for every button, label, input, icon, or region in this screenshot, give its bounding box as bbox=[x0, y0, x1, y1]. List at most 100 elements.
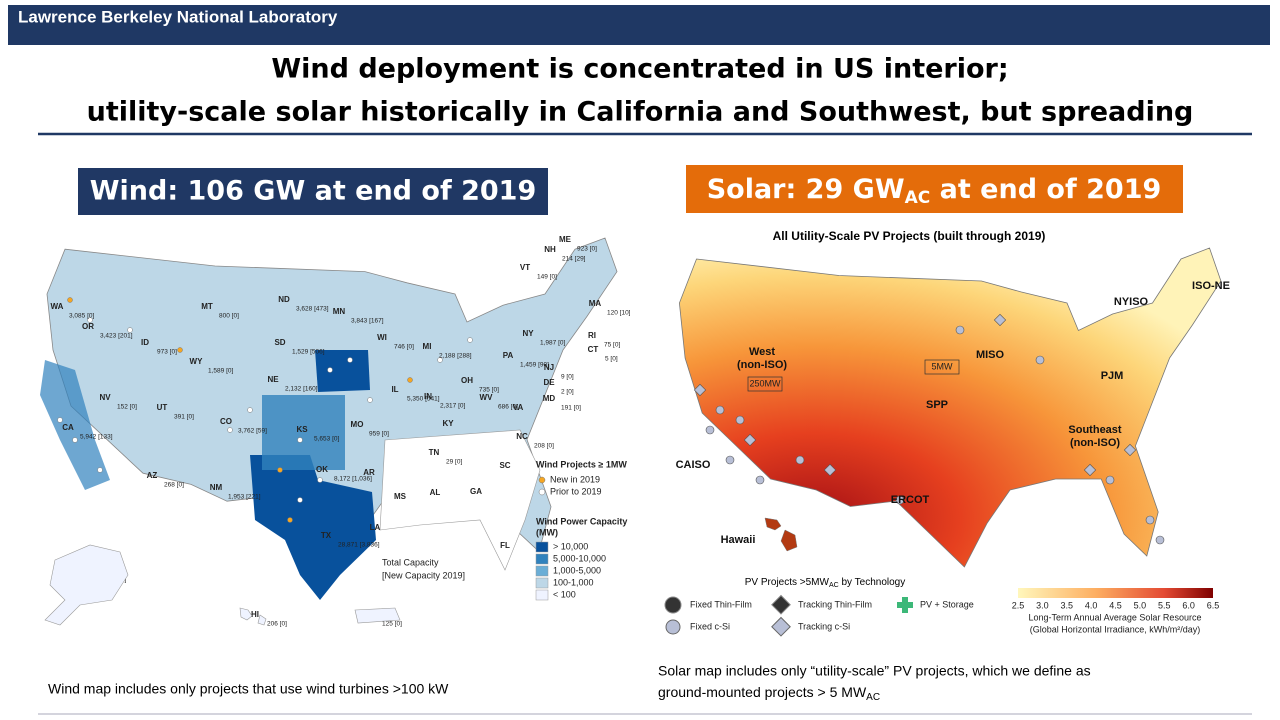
state-capacity: 1,987 [0] bbox=[540, 340, 565, 347]
state-capacity: 191 [0] bbox=[561, 405, 581, 412]
state-label: WY bbox=[190, 357, 204, 366]
state-capacity: 923 [0] bbox=[577, 246, 597, 253]
total-note: Total Capacity bbox=[382, 557, 439, 567]
region-label: SPP bbox=[926, 399, 948, 411]
project-marker bbox=[993, 313, 1007, 327]
state-label: OK bbox=[316, 465, 328, 474]
state-label: MI bbox=[423, 342, 432, 351]
state-capacity: 1,953 [221] bbox=[228, 494, 261, 501]
wind-footnote: Wind map includes only projects that use… bbox=[48, 681, 449, 697]
legend-swatch bbox=[535, 577, 549, 589]
project-dot bbox=[57, 417, 63, 423]
colorbar-tick: 4.0 bbox=[1085, 600, 1098, 610]
text: PV Projects >5MW bbox=[745, 577, 830, 588]
org-name: Lawrence Berkeley National Laboratory bbox=[18, 7, 338, 26]
wind-banner bbox=[78, 168, 548, 215]
legend-title: Wind Projects ≥ 1MW bbox=[536, 459, 627, 469]
hawaii bbox=[239, 607, 267, 626]
project-marker bbox=[795, 455, 805, 465]
state-capacity: 268 [0] bbox=[164, 482, 184, 489]
state-label: NJ bbox=[544, 363, 554, 372]
project-dot bbox=[177, 347, 183, 353]
colorbar-tick: 6.0 bbox=[1182, 600, 1195, 610]
state-label: CA bbox=[62, 423, 74, 432]
region-label: West bbox=[749, 346, 775, 358]
legend-label: PV + Storage bbox=[920, 599, 974, 609]
colorbar-tick: 3.5 bbox=[1060, 600, 1073, 610]
wind-banner-text: Wind: 106 GW at end of 2019 bbox=[90, 176, 537, 207]
state-label: PA bbox=[503, 351, 514, 360]
state-label: TN bbox=[429, 448, 440, 457]
text: Solar: 29 GW bbox=[707, 174, 905, 205]
texas bbox=[250, 455, 376, 600]
region-label: Hawaii bbox=[721, 534, 756, 546]
project-dot bbox=[347, 357, 353, 363]
state-label: IN bbox=[424, 392, 432, 401]
iowa bbox=[315, 350, 370, 392]
puerto-rico bbox=[354, 607, 401, 624]
solar-banner bbox=[686, 165, 1183, 213]
legend-icon bbox=[665, 619, 681, 635]
state-capacity: 152 [0] bbox=[117, 404, 137, 411]
legend-title: Wind Power Capacity bbox=[536, 516, 627, 526]
legend-label: 1,000-5,000 bbox=[553, 565, 601, 575]
project-marker bbox=[755, 475, 765, 485]
state-capacity: 206 [0] bbox=[267, 621, 287, 628]
legend-icon bbox=[771, 616, 791, 637]
text: ground-mounted projects > 5 MW bbox=[658, 684, 867, 700]
state-capacity: 75 [0] bbox=[604, 342, 620, 349]
subscript: AC bbox=[905, 188, 931, 208]
project-dot bbox=[87, 317, 93, 323]
state-capacity: 2,132 [160] bbox=[285, 386, 318, 393]
project-dot bbox=[297, 497, 303, 503]
project-marker bbox=[1155, 535, 1165, 545]
project-dot bbox=[247, 407, 253, 413]
project-marker bbox=[955, 325, 965, 335]
project-dot bbox=[327, 367, 333, 373]
total-note: [New Capacity 2019] bbox=[382, 570, 465, 580]
size-label: 250MW bbox=[749, 378, 781, 388]
state-capacity: 686 [0] bbox=[498, 404, 518, 411]
state-label: NH bbox=[544, 245, 556, 254]
legend-label: Fixed Thin-Film bbox=[690, 599, 752, 609]
state-capacity: 208 [0] bbox=[534, 443, 554, 450]
plains bbox=[262, 395, 345, 470]
colorbar-tick: 3.0 bbox=[1036, 600, 1049, 610]
state-label: UT bbox=[157, 403, 168, 412]
size-label-box bbox=[747, 376, 783, 392]
project-marker bbox=[895, 495, 905, 505]
state-label: DE bbox=[543, 378, 555, 387]
state-label: ME bbox=[559, 235, 572, 244]
state-capacity: 959 [0] bbox=[369, 431, 389, 438]
state-label: MS bbox=[394, 492, 407, 501]
project-dot bbox=[287, 517, 293, 523]
project-marker bbox=[823, 463, 837, 477]
state-capacity: 2,188 [288] bbox=[439, 353, 472, 360]
project-dot bbox=[67, 297, 73, 303]
region-label: (non-ISO) bbox=[737, 359, 787, 371]
state-label: CO bbox=[220, 417, 232, 426]
colorbar-tick: 6.5 bbox=[1207, 600, 1220, 610]
project-marker bbox=[1083, 463, 1097, 477]
solar-banner-text: Solar: 29 GWAC at end of 2019 bbox=[707, 174, 1162, 209]
state-label: MN bbox=[333, 307, 346, 316]
region-label: PJM bbox=[1101, 370, 1124, 382]
title-line: Wind deployment is concentrated in US in… bbox=[271, 54, 1008, 85]
state-label: MA bbox=[589, 299, 602, 308]
project-marker bbox=[705, 425, 715, 435]
project-marker bbox=[715, 405, 725, 415]
state-label: NY bbox=[522, 329, 534, 338]
project-marker bbox=[725, 455, 735, 465]
colorbar-caption: (Global Horizontal Irradiance, kWh/m²/da… bbox=[1030, 624, 1201, 634]
state-capacity: 5,942 [133] bbox=[80, 434, 113, 441]
project-marker bbox=[735, 415, 745, 425]
legend-swatch bbox=[535, 589, 549, 601]
state-label: LA bbox=[370, 523, 381, 532]
state-label: CT bbox=[588, 345, 599, 354]
state-label: HI bbox=[251, 610, 259, 619]
state-capacity: 973 [0] bbox=[157, 349, 177, 356]
state-label: ID bbox=[141, 338, 149, 347]
project-dot bbox=[407, 377, 413, 383]
state-capacity: 1,529 [506] bbox=[292, 349, 325, 356]
legend-label: New in 2019 bbox=[550, 474, 600, 484]
